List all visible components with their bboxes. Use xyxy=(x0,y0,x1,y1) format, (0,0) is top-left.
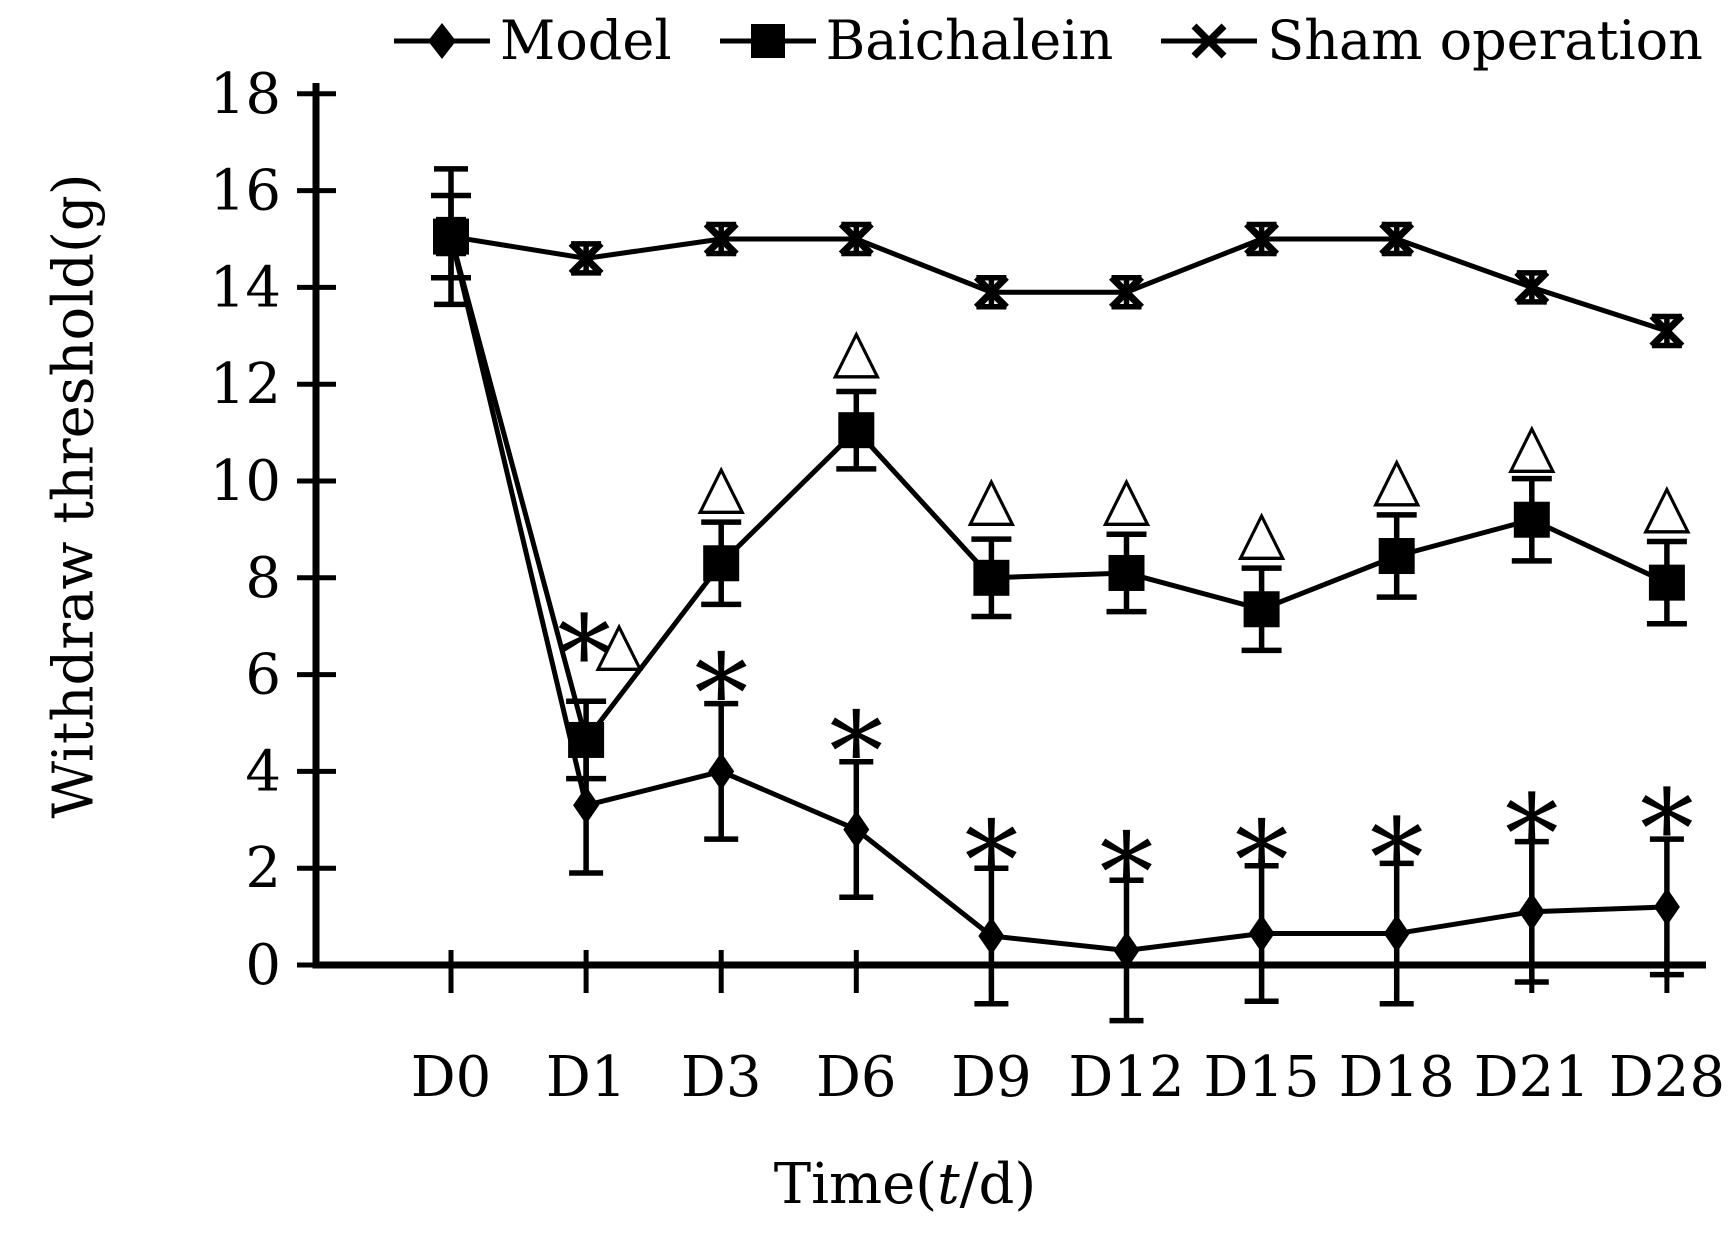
x-category-label-D6: D6 xyxy=(816,1045,897,1110)
baichalein-square-marker-icon xyxy=(719,24,816,58)
marker-sham-operation-D6 xyxy=(838,221,874,257)
marker-baichalein-D1 xyxy=(568,721,605,758)
y-tick-label-16: 16 xyxy=(210,159,281,224)
annotation-star-model-D6: * xyxy=(829,690,883,815)
marker-model-D18 xyxy=(1383,914,1410,953)
legend-label-baichalein: Baichalein xyxy=(825,9,1114,72)
sham-x-marker-icon xyxy=(1161,23,1258,59)
y-tick-label-10: 10 xyxy=(210,449,281,514)
marker-baichalein-D28 xyxy=(1648,564,1685,601)
y-tick-label-0: 0 xyxy=(245,933,281,998)
y-tick-label-18: 18 xyxy=(210,62,281,127)
x-category-label-D0: D0 xyxy=(411,1045,492,1110)
legend: Model Baichalein Sham operation xyxy=(392,14,1703,68)
annotation-triangle-baichalein-D3: △ xyxy=(697,448,745,521)
annotation-star-model-D9: * xyxy=(964,799,1018,924)
marker-baichalein-D9 xyxy=(973,559,1010,596)
legend-item-sham: Sham operation xyxy=(1159,14,1703,68)
marker-model-D21 xyxy=(1518,892,1545,931)
x-category-label-D3: D3 xyxy=(681,1045,762,1110)
marker-model-D6 xyxy=(843,810,870,849)
marker-sham-operation-D18 xyxy=(1379,221,1415,257)
x-category-label-D28: D28 xyxy=(1609,1045,1725,1110)
x-category-label-D1: D1 xyxy=(546,1045,627,1110)
annotation-triangle-baichalein-D12: △ xyxy=(1103,461,1151,534)
marker-model-D3 xyxy=(708,752,735,791)
series-model xyxy=(434,166,1684,1024)
x-category-label-D9: D9 xyxy=(951,1045,1032,1110)
marker-model-D15 xyxy=(1248,914,1275,953)
y-tick-label-14: 14 xyxy=(210,255,281,320)
x-category-label-D18: D18 xyxy=(1339,1045,1455,1110)
marker-sham-operation-D1 xyxy=(568,240,604,276)
annotation-triangle-baichalein-D28: △ xyxy=(1643,468,1691,541)
annotation-star-model-D3: * xyxy=(694,632,748,757)
marker-sham-operation-D28 xyxy=(1649,313,1685,349)
annotation-triangle-baichalein-D21: △ xyxy=(1508,407,1556,480)
annotations: *△△△△ △ △△ △△* ** * * * * * xyxy=(557,313,1694,936)
marker-baichalein-D6 xyxy=(838,412,875,449)
marker-sham-operation-D9 xyxy=(973,274,1009,310)
y-tick-label-12: 12 xyxy=(210,352,281,417)
x-axis-title-suffix: /d) xyxy=(959,1152,1037,1217)
series-baichalein xyxy=(431,192,1687,782)
annotation-star-baichalein-D1: * xyxy=(557,593,611,718)
marker-sham-operation-D12 xyxy=(1109,274,1144,310)
series-sham-operation xyxy=(433,216,1685,349)
marker-model-D28 xyxy=(1653,887,1680,926)
legend-item-baichalein: Baichalein xyxy=(718,9,1114,72)
marker-baichalein-D3 xyxy=(703,545,740,582)
marker-baichalein-D18 xyxy=(1378,538,1415,575)
annotation-triangle-baichalein-D6: △ xyxy=(832,313,880,386)
annotation-star-model-D18: * xyxy=(1370,797,1424,922)
model-diamond-marker-icon xyxy=(394,23,490,59)
x-category-label-D15: D15 xyxy=(1204,1045,1320,1110)
marker-sham-operation-D3 xyxy=(703,221,739,257)
marker-baichalein-D0 xyxy=(433,218,469,255)
x-axis-title-prefix: Time( xyxy=(773,1152,938,1217)
y-tick-label-4: 4 xyxy=(245,739,281,804)
marker-baichalein-D21 xyxy=(1513,501,1550,538)
marker-sham-operation-D15 xyxy=(1244,221,1280,257)
series-line-model xyxy=(448,236,1667,953)
annotation-triangle-baichalein-D1: △ xyxy=(595,606,643,679)
y-tick-label-2: 2 xyxy=(245,836,281,901)
annotation-triangle-baichalein-D9: △ xyxy=(968,461,1016,534)
marker-baichalein-D15 xyxy=(1243,591,1280,628)
legend-label-model: Model xyxy=(500,9,672,72)
x-category-label-D21: D21 xyxy=(1474,1045,1590,1110)
axes: 0 2 4 6 8 10 12 14 16 18 D0 D1 D3 D6 D9 D12 D15 D18 D21 D28 xyxy=(210,62,1725,1110)
annotation-triangle-baichalein-D15: △ xyxy=(1238,494,1286,567)
marker-baichalein-D12 xyxy=(1108,554,1145,591)
annotation-star-model-D21: * xyxy=(1505,772,1559,897)
annotation-star-model-D28: * xyxy=(1640,768,1694,893)
marker-sham-operation-D21 xyxy=(1514,269,1550,305)
legend-label-sham: Sham operation xyxy=(1267,9,1703,72)
x-category-label-D12: D12 xyxy=(1068,1045,1184,1110)
y-tick-label-6: 6 xyxy=(245,643,281,708)
marker-model-D9 xyxy=(978,916,1005,955)
y-tick-label-8: 8 xyxy=(245,546,281,611)
x-axis-title: Time(t/d) xyxy=(774,1152,1036,1217)
marker-model-D1 xyxy=(573,786,600,825)
series-line-baichalein xyxy=(448,235,1668,746)
annotation-star-model-D15: * xyxy=(1235,799,1289,924)
x-axis-title-variable: t xyxy=(937,1152,960,1217)
legend-item-model: Model xyxy=(392,14,672,68)
y-axis-title: Withdraw threshold(g) xyxy=(41,173,107,819)
annotation-star-model-D12: * xyxy=(1100,811,1154,936)
annotation-triangle-baichalein-D18: △ xyxy=(1373,441,1421,514)
series-line-sham-operation xyxy=(450,234,1668,334)
